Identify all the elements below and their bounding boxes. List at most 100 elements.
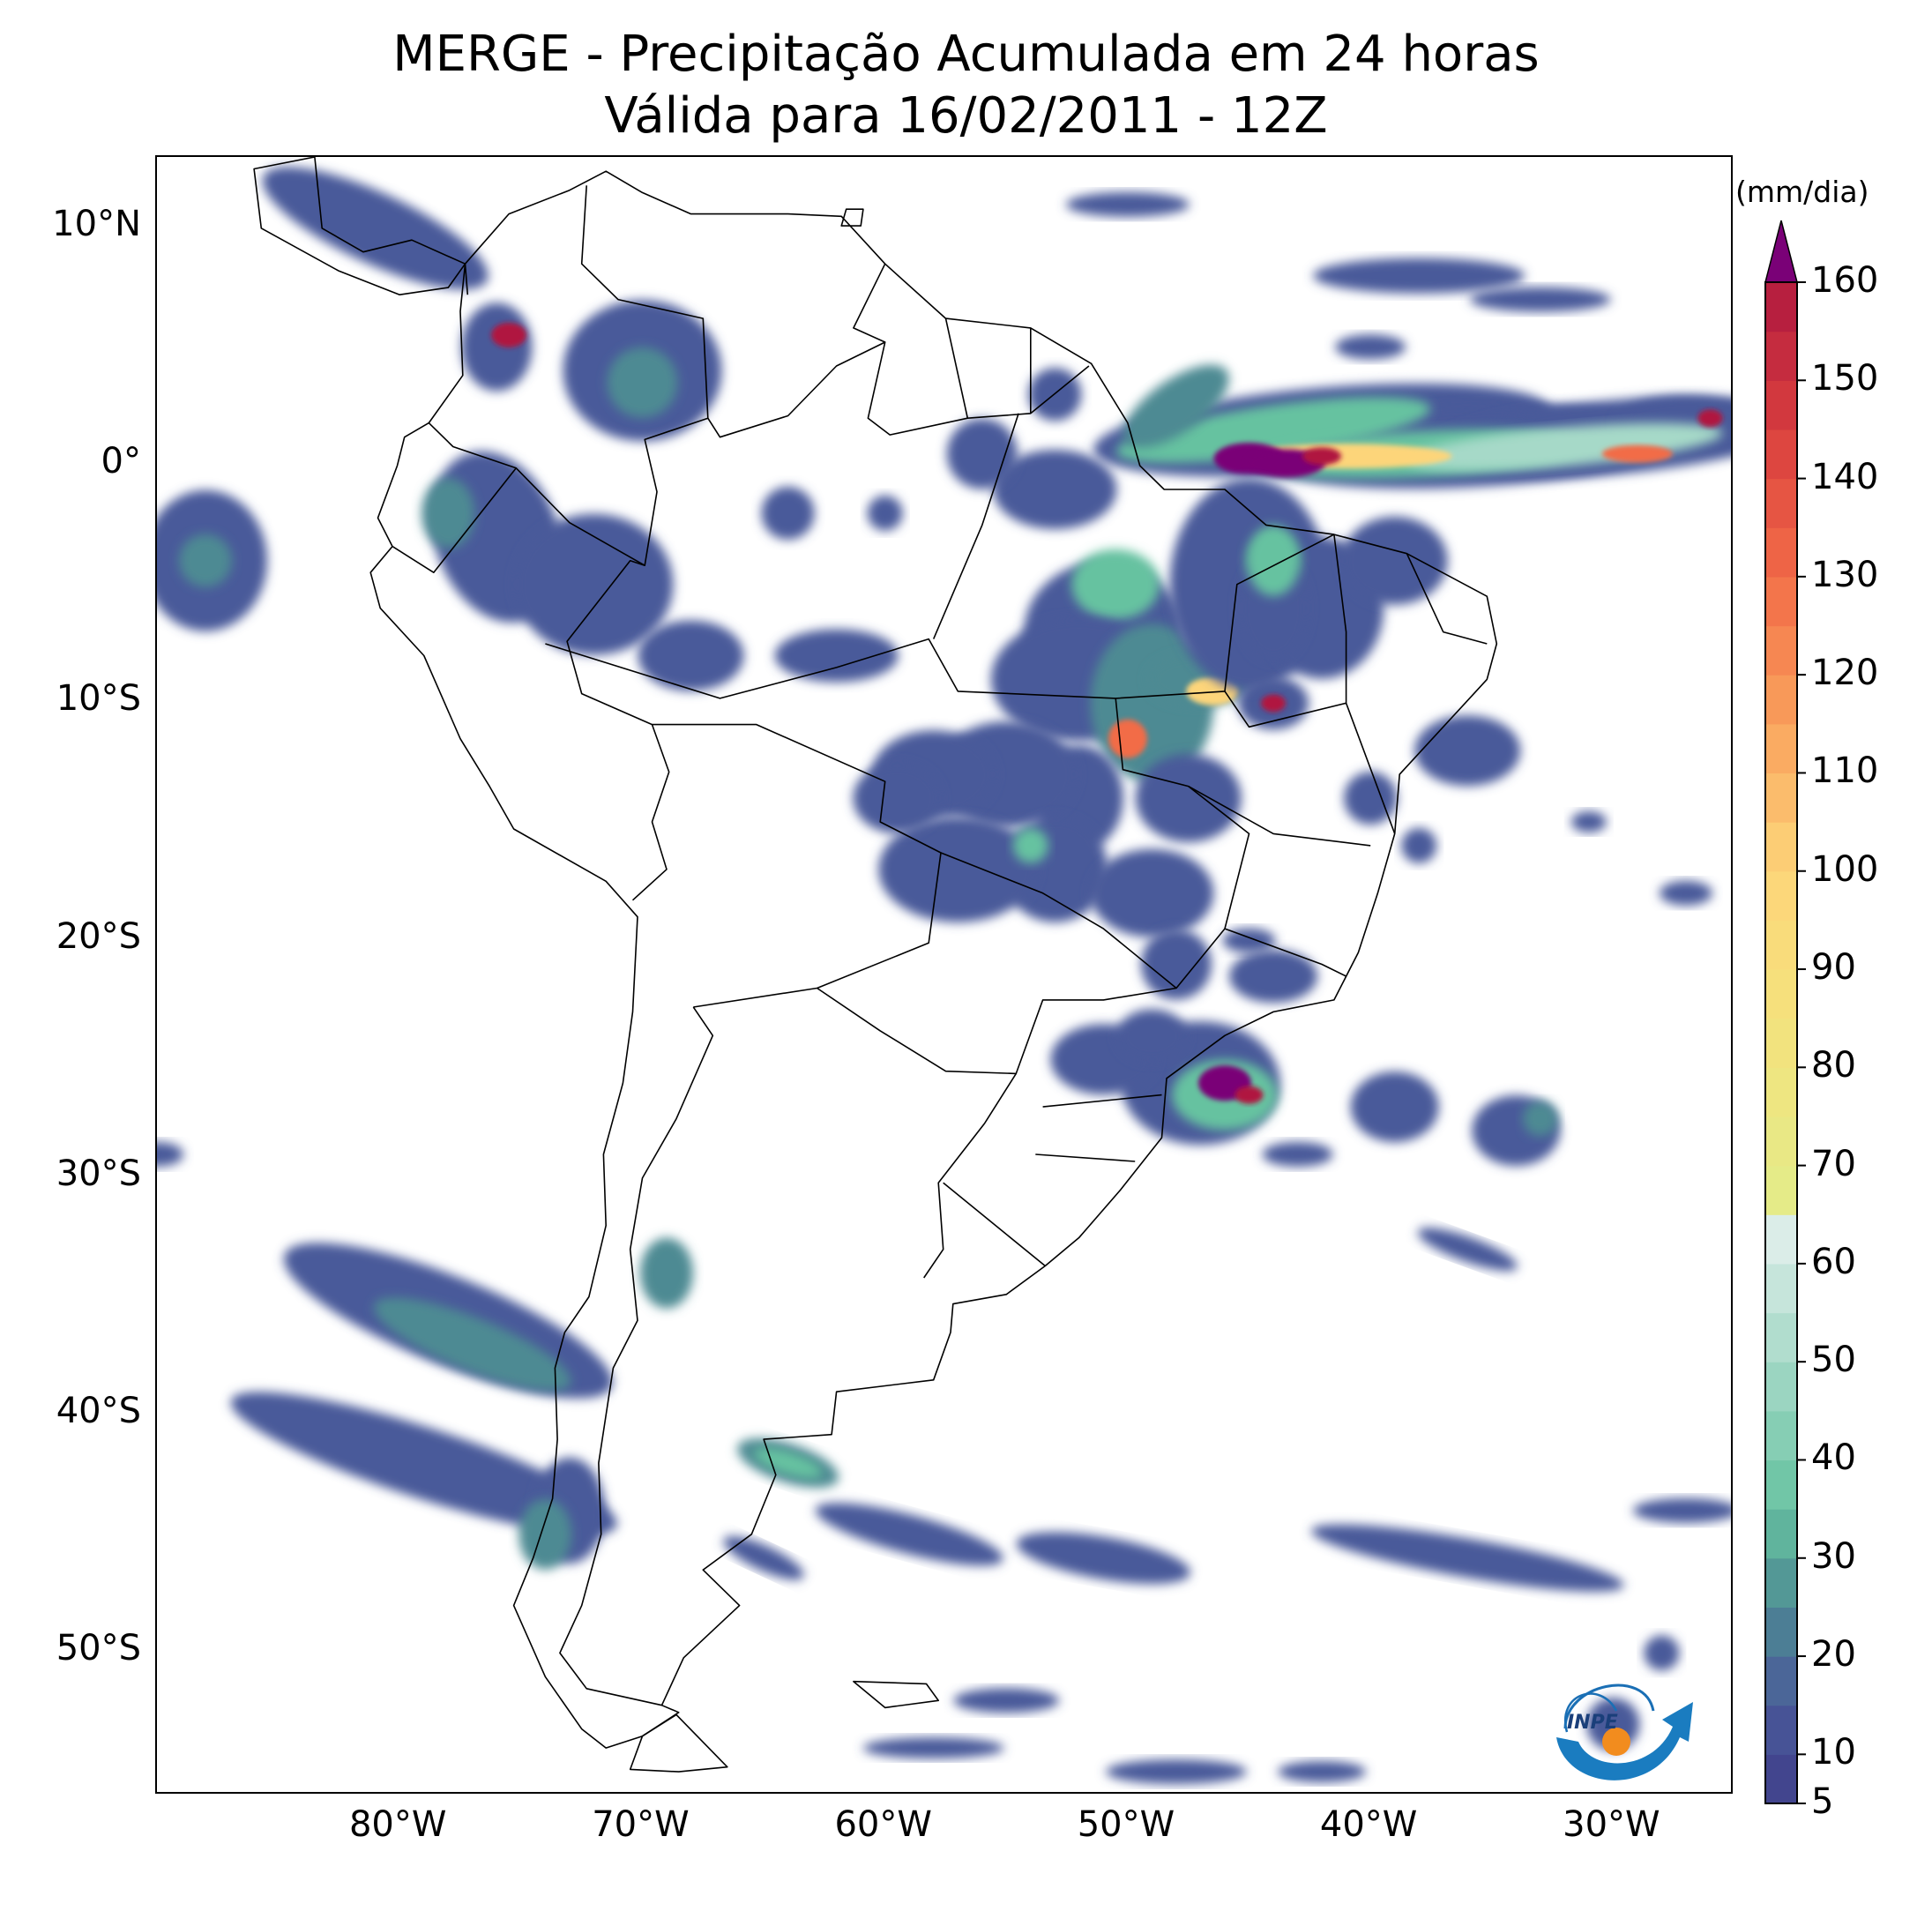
colorbar-segment [1765,920,1797,970]
colorbar-tick-label: 20 [1811,1634,1856,1676]
precip-cell [815,1503,1003,1566]
precip-cell [230,1392,617,1534]
precip-cell [1105,1759,1247,1785]
colorbar-segment [1765,1165,1797,1215]
precip-cell [1570,810,1607,832]
state-line [1224,690,1346,728]
colorbar-tick-label: 140 [1811,456,1879,497]
lon-tick-label: 50°W [1077,1804,1175,1845]
precip-cell [491,322,527,347]
precip-cell [1016,1532,1190,1585]
uruguay-brazil-border [943,1182,1046,1267]
colorbar-segment [1765,380,1797,430]
precip-cell [638,620,744,691]
precip-cell [157,1141,183,1167]
precip-cell [774,629,899,683]
colorbar-tick-label: 110 [1811,750,1879,792]
colorbar-segment [1765,1754,1797,1804]
precip-cell [1115,397,1431,464]
tierra-del-fuego-outline [629,1713,728,1773]
colorbar-segment [1765,429,1797,480]
precip-cell [1235,1086,1264,1104]
bolivia-peru-border [631,724,670,901]
colorbar-segment [1765,1509,1797,1559]
precip-cell [1247,525,1301,596]
precip-cell [1350,1071,1439,1143]
state-line [1188,785,1371,847]
colorbar-tick-label: 70 [1811,1143,1856,1184]
colorbar-outline [1764,281,1798,1804]
colorbar-segment [1765,625,1797,676]
precip-cell [262,167,489,290]
colorbar-segment [1765,675,1797,725]
precip-cell [1262,1141,1333,1167]
lon-tick-label: 30°W [1563,1804,1660,1845]
precip-cell [1335,334,1406,360]
colorbar-segment [1765,1312,1797,1362]
precip-cell [461,302,533,392]
precip-cell [1341,516,1448,605]
colorbar-segment [1765,870,1797,921]
precip-cell [1417,1228,1518,1272]
precip-cell [607,347,678,418]
precip-cell [639,1237,693,1309]
lat-tick-label: 10°N [52,203,141,244]
precip-cell [1278,1761,1367,1783]
precip-cell [867,495,903,531]
precip-cell [1071,549,1160,620]
state-line [1224,928,1346,977]
map-canvas [157,157,1731,1785]
lat-tick-label: 50°S [56,1628,141,1669]
central-america-outline [253,157,466,295]
colorbar-segment [1765,282,1797,332]
precip-cell [1012,827,1048,863]
colorbar-segment [1765,1607,1797,1657]
colorbar-tick-label: 30 [1811,1535,1856,1577]
precip-cell [1401,827,1437,863]
precip-cell [993,449,1117,529]
colombia-peru-border [515,467,645,566]
colorbar-segment [1765,527,1797,578]
colorbar-segment [1765,1018,1797,1068]
panama-colombia-border [464,264,469,295]
chile-argentina-border [559,1006,714,1706]
logo-text: INPE [1567,1712,1618,1734]
precip-cell [1261,694,1287,713]
trinidad-outline [840,208,864,227]
precip-cell [1116,1009,1188,1063]
colorbar-segment [1765,331,1797,381]
precip-cell [1414,715,1521,787]
colorbar-segment [1765,1656,1797,1706]
precip-cell [179,534,233,587]
precip-cell [1140,929,1212,1000]
colorbar-segment [1765,1362,1797,1412]
colorbar-tick-label: 80 [1811,1045,1856,1086]
precip-cell [1310,1524,1624,1592]
state-line [1035,1153,1136,1162]
state-line [1042,1094,1162,1108]
colorbar-segment [1765,576,1797,627]
precip-cell [862,1737,1004,1759]
lon-tick-label: 60°W [834,1804,932,1845]
colorbar-segment [1765,1116,1797,1167]
colorbar-tick-label: 5 [1811,1781,1834,1822]
colorbar-segment [1765,969,1797,1019]
inpe-logo: INPE [1556,1683,1693,1780]
precip-cell [1229,950,1318,1003]
venezuela-guyana-border [853,263,886,343]
colorbar-tick-label: 60 [1811,1241,1856,1282]
colorbar-tick-label: 150 [1811,358,1879,399]
precip-cell [1644,1635,1680,1671]
colorbar-tick-label: 90 [1811,947,1856,989]
state-line [932,413,1019,639]
lat-tick-label: 0° [101,441,141,482]
precip-cell [1065,191,1190,217]
lon-tick-label: 80°W [348,1804,447,1845]
colorbar-tick-label: 10 [1811,1732,1856,1773]
colorbar-tick-label: 130 [1811,554,1879,595]
colorbar-segment [1765,1263,1797,1314]
colorbar-segment [1765,1557,1797,1609]
precip-cell [1601,444,1673,463]
precip-cell [946,418,1018,489]
precip-cell [421,477,475,549]
